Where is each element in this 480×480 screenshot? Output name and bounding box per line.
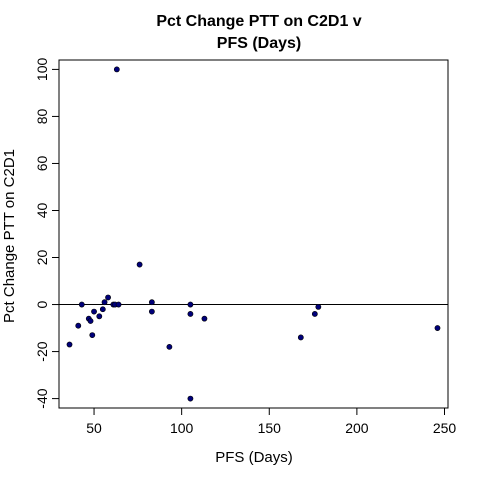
x-axis: 50 100 150 200 250 bbox=[86, 407, 457, 436]
data-point bbox=[91, 308, 97, 315]
y-tick-label: -40 bbox=[34, 388, 50, 408]
data-point bbox=[201, 315, 208, 322]
x-tick-label: 200 bbox=[345, 420, 369, 436]
y-tick-label: 80 bbox=[34, 108, 50, 124]
plot-frame bbox=[58, 59, 449, 409]
data-point bbox=[78, 301, 85, 308]
y-axis-label: Pct Change PTT on C2D1 bbox=[1, 149, 18, 323]
y-tick-label: 60 bbox=[34, 155, 50, 171]
y-tick-label: 100 bbox=[34, 58, 50, 82]
data-point bbox=[115, 301, 122, 308]
data-point bbox=[89, 332, 96, 339]
data-point bbox=[166, 343, 173, 350]
data-point bbox=[101, 299, 108, 306]
data-point bbox=[187, 301, 194, 308]
data-point bbox=[187, 395, 194, 402]
data-point bbox=[136, 261, 143, 268]
x-tick-label: 50 bbox=[86, 420, 102, 436]
data-point bbox=[99, 306, 106, 313]
data-point bbox=[105, 294, 111, 301]
chart-title-line-2: PFS (Days) bbox=[217, 35, 301, 52]
chart-title-line-1: Pct Change PTT on C2D1 v bbox=[156, 13, 361, 30]
data-points bbox=[66, 66, 441, 402]
data-point bbox=[311, 311, 318, 317]
data-point bbox=[434, 325, 441, 331]
x-tick-label: 250 bbox=[433, 420, 457, 436]
data-point bbox=[148, 299, 155, 306]
data-point bbox=[315, 303, 322, 310]
x-tick-label: 150 bbox=[258, 420, 282, 436]
y-tick-label: -20 bbox=[34, 341, 50, 361]
data-point bbox=[148, 308, 155, 315]
data-point bbox=[66, 341, 73, 348]
y-axis: -40 -20 0 20 40 60 80 100 bbox=[34, 58, 60, 409]
data-point bbox=[96, 313, 103, 320]
data-point bbox=[187, 311, 194, 317]
data-point bbox=[297, 334, 304, 341]
data-point bbox=[87, 318, 94, 324]
data-point bbox=[113, 66, 120, 73]
y-tick-label: 40 bbox=[34, 202, 50, 218]
x-tick-label: 100 bbox=[170, 420, 194, 436]
data-point bbox=[75, 322, 82, 329]
x-axis-label: PFS (Days) bbox=[215, 449, 293, 466]
y-tick-label: 0 bbox=[34, 300, 50, 308]
y-tick-label: 20 bbox=[34, 250, 50, 266]
